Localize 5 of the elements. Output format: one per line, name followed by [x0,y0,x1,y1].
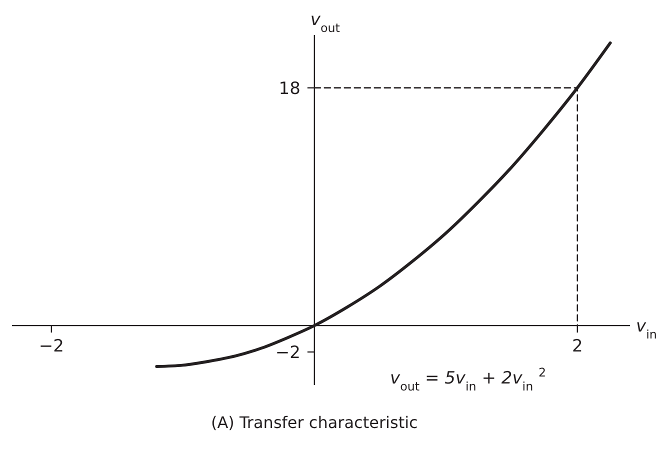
x-tick-label: 2 [572,336,583,357]
y-tick-label: 18 [278,78,300,99]
text: (A) Transfer characteristic [210,413,418,432]
y-axis-title: v$_{out}$ [310,10,340,35]
x-axis-title: v$_{in}$ [636,316,657,342]
